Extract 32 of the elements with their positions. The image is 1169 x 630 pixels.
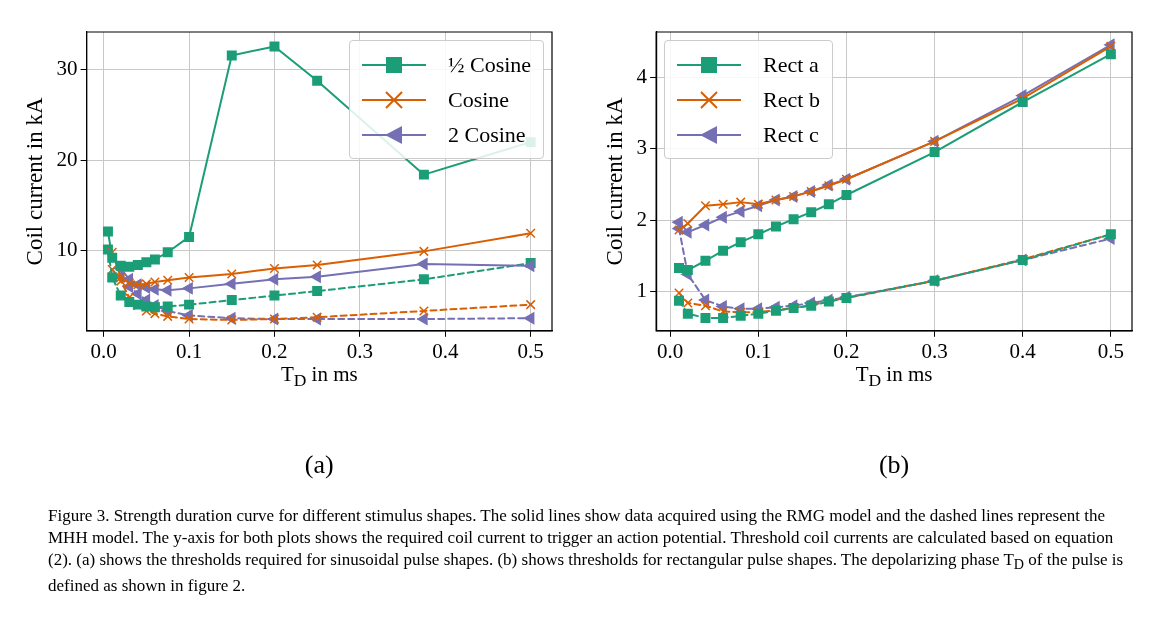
- x-tick-label: 0.2: [833, 338, 860, 363]
- text: Figure 3. Strength duration curve for different stimulus shapes. The solid lines show data acquired using the RMG model and the dashed lines represent the MHH model. The y-axis for both plots shows the required coil current to trigger an action potential. Threshold coil currents are calculated based on equation (2). (a) shows the thresholds required for sinusoidal pulse shapes. (b) shows thresholds for rectangular pulse shapes. The depolarizing phase T$_{D}$ of the pulse is defined as shown in figure 2.: [48, 506, 1124, 596]
- text: (a): [303, 450, 335, 480]
- y-tick-label: 30: [56, 56, 78, 81]
- y-tick-label: 2: [636, 206, 648, 231]
- x-tick-label: 0.5: [517, 338, 544, 363]
- x-axis-title: T$_{D}$ in ms: [854, 362, 934, 392]
- y-tick-label: 10: [56, 236, 78, 261]
- y-tick-label: 3: [636, 135, 648, 160]
- x-tick-label: 0.0: [657, 338, 684, 363]
- x-tick-label: 0.0: [90, 338, 117, 363]
- legend-label: Rect a: [763, 51, 819, 78]
- y-axis-title: Coil current in kA: [21, 97, 47, 266]
- x-tick-label: 0.5: [1097, 338, 1124, 363]
- x-tick-label: 0.3: [346, 338, 373, 363]
- x-tick-label: 0.4: [432, 338, 459, 363]
- legend-label: Cosine: [448, 86, 510, 113]
- legend-label: Rect c: [763, 121, 819, 148]
- legend-label: 2 Cosine: [448, 121, 526, 148]
- x-tick-label: 0.1: [745, 338, 772, 363]
- text: (b): [877, 450, 911, 480]
- legend-label: Rect b: [763, 86, 820, 113]
- x-tick-label: 0.1: [175, 338, 203, 363]
- x-tick-label: 0.4: [1009, 338, 1037, 363]
- y-tick-label: 4: [636, 63, 648, 88]
- x-axis-title: T$_{D}$ in ms: [279, 362, 359, 392]
- y-tick-label: 20: [56, 146, 78, 171]
- x-tick-label: 0.3: [921, 338, 948, 363]
- y-axis-title: Coil current in kA: [601, 97, 627, 266]
- x-tick-label: 0.2: [261, 338, 288, 363]
- y-tick-label: 1: [636, 278, 648, 302]
- legend-label: ½ Cosine: [448, 51, 532, 78]
